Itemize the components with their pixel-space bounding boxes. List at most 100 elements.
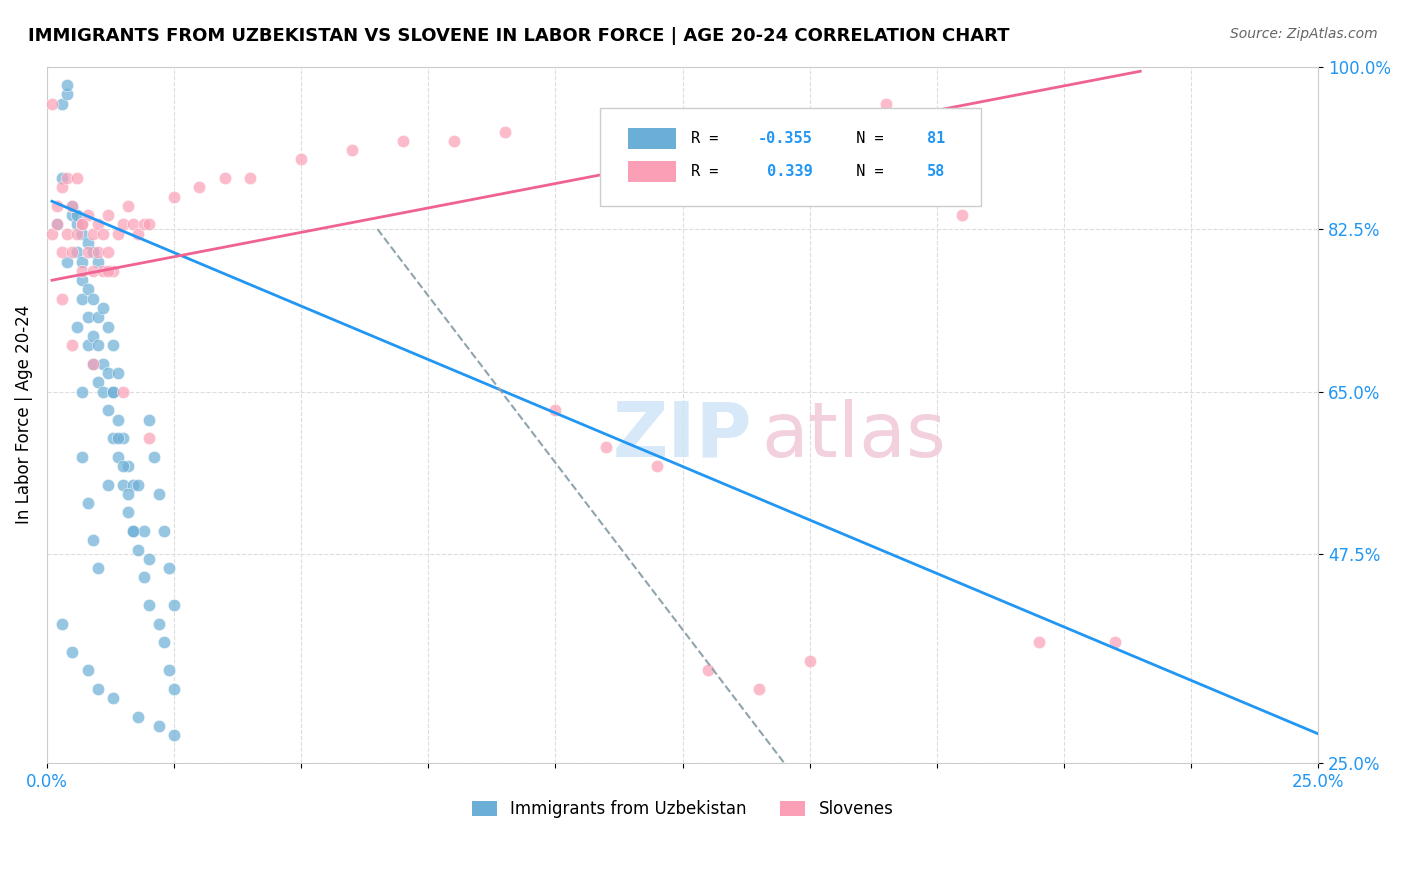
Point — [148, 487, 170, 501]
Point — [66, 319, 89, 334]
Point — [697, 663, 720, 677]
Point — [72, 218, 94, 232]
Point — [97, 264, 120, 278]
Point — [60, 199, 83, 213]
Point — [157, 663, 180, 677]
Point — [138, 412, 160, 426]
Point — [72, 264, 94, 278]
Point — [132, 218, 155, 232]
Point — [87, 681, 110, 696]
Point — [87, 561, 110, 575]
Point — [122, 524, 145, 538]
Point — [148, 616, 170, 631]
Point — [82, 357, 104, 371]
Point — [66, 171, 89, 186]
Point — [41, 227, 63, 241]
Bar — [628, 161, 676, 182]
Point — [51, 96, 73, 111]
Point — [82, 329, 104, 343]
Point — [72, 254, 94, 268]
FancyBboxPatch shape — [600, 109, 981, 206]
Point — [82, 292, 104, 306]
Point — [112, 431, 135, 445]
Point — [157, 561, 180, 575]
Point — [138, 218, 160, 232]
Point — [72, 384, 94, 399]
Point — [51, 292, 73, 306]
Point — [91, 357, 114, 371]
Point — [595, 441, 617, 455]
Point — [46, 199, 69, 213]
Point — [290, 153, 312, 167]
Point — [97, 477, 120, 491]
Point — [153, 524, 176, 538]
Point — [107, 366, 129, 380]
Point — [112, 384, 135, 399]
Point — [799, 654, 821, 668]
Point — [117, 487, 139, 501]
Point — [82, 227, 104, 241]
Point — [875, 96, 897, 111]
Point — [101, 691, 124, 706]
Point — [188, 180, 211, 194]
Point — [66, 208, 89, 222]
Point — [72, 227, 94, 241]
Point — [97, 245, 120, 260]
Text: atlas: atlas — [762, 399, 946, 473]
Point — [60, 645, 83, 659]
Point — [51, 171, 73, 186]
Point — [138, 599, 160, 613]
Point — [645, 458, 668, 473]
Point — [76, 338, 98, 352]
Point — [56, 171, 79, 186]
Point — [72, 273, 94, 287]
Point — [82, 357, 104, 371]
Point — [101, 338, 124, 352]
Point — [72, 218, 94, 232]
Point — [101, 384, 124, 399]
Point — [148, 719, 170, 733]
Point — [82, 264, 104, 278]
Point — [56, 78, 79, 92]
Text: 0.339: 0.339 — [758, 163, 813, 178]
Point — [127, 542, 149, 557]
Point — [91, 301, 114, 315]
Point — [51, 616, 73, 631]
Point — [544, 403, 567, 417]
Point — [72, 292, 94, 306]
Point — [56, 227, 79, 241]
Point — [51, 245, 73, 260]
Text: ZIP: ZIP — [613, 399, 752, 473]
Point — [60, 199, 83, 213]
Point — [112, 477, 135, 491]
Point — [1104, 635, 1126, 649]
Point — [163, 189, 186, 203]
Point — [122, 524, 145, 538]
Point — [122, 477, 145, 491]
Point — [56, 254, 79, 268]
Point — [87, 218, 110, 232]
Point — [41, 96, 63, 111]
Point — [127, 227, 149, 241]
Y-axis label: In Labor Force | Age 20-24: In Labor Force | Age 20-24 — [15, 305, 32, 524]
Point — [82, 245, 104, 260]
Point — [91, 384, 114, 399]
Point — [101, 431, 124, 445]
Point — [60, 208, 83, 222]
Point — [91, 264, 114, 278]
Point — [138, 551, 160, 566]
Text: IMMIGRANTS FROM UZBEKISTAN VS SLOVENE IN LABOR FORCE | AGE 20-24 CORRELATION CHA: IMMIGRANTS FROM UZBEKISTAN VS SLOVENE IN… — [28, 27, 1010, 45]
Text: N =: N = — [838, 131, 893, 146]
Point — [163, 728, 186, 742]
Point — [117, 199, 139, 213]
Point — [72, 450, 94, 464]
Bar — [628, 128, 676, 149]
Point — [163, 681, 186, 696]
Point — [127, 477, 149, 491]
Point — [56, 87, 79, 102]
Point — [122, 218, 145, 232]
Point — [748, 681, 770, 696]
Point — [214, 171, 236, 186]
Point — [76, 496, 98, 510]
Point — [87, 245, 110, 260]
